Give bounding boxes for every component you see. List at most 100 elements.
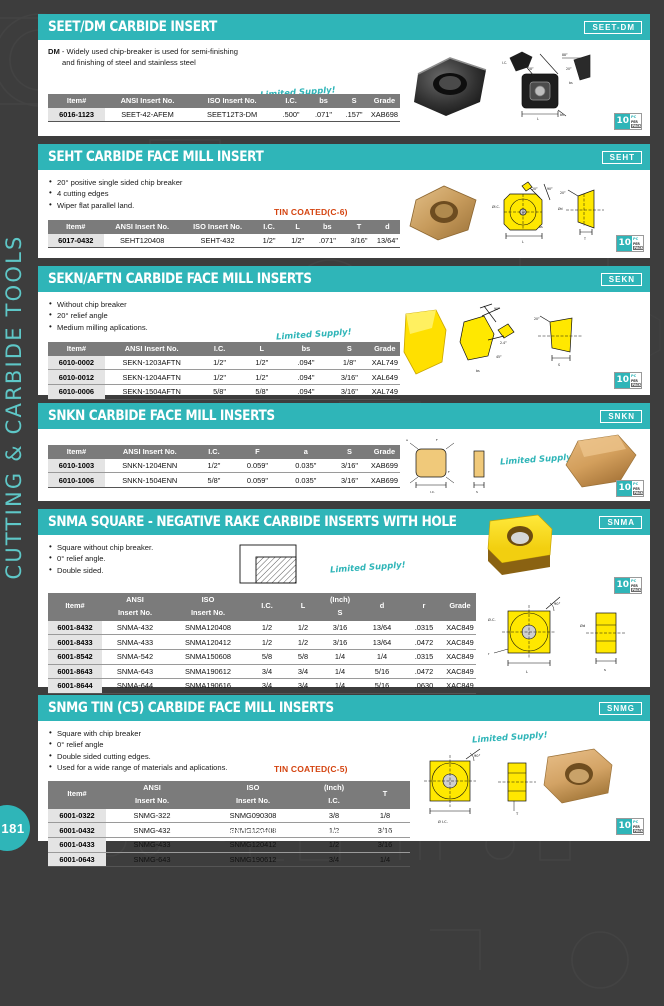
cell-ansi: SEKN-1203AFTN — [104, 355, 199, 371]
list-item: Medium milling aplications. — [48, 321, 400, 333]
list-item: Square with chip breaker — [48, 727, 410, 739]
package-per-label: PER — [633, 241, 640, 246]
section-seht: SEHT CARBIDE FACE MILL INSERT SEHT 20° p… — [38, 144, 650, 258]
svg-text:T: T — [515, 812, 519, 816]
svg-text:I.C.: I.C. — [430, 490, 435, 494]
package-word-label: PACKAGE — [633, 490, 643, 495]
table-row: 6017-0432 SEHT120408 SEHT-432 1/2" 1/2" … — [48, 233, 400, 249]
figure-area: Limited Supply! — [410, 721, 650, 841]
svg-text:s: s — [604, 668, 606, 672]
cell-grade: XAB698 — [368, 107, 400, 123]
technical-drawing-snkn-top: a F F I.C. — [406, 438, 455, 494]
spec-table-snma: Item# ANSI ISO I.C. L (Inch) d r Grade — [48, 593, 476, 694]
package-word-label: PACKAGE — [631, 123, 641, 128]
col-ansi-top: ANSI — [106, 781, 198, 795]
figure-area: Ø.C. 90° r L — [476, 514, 650, 687]
section-header: SNMG TIN (C5) CARBIDE FACE MILL INSERTS … — [38, 695, 650, 721]
section-title: SNKN CARBIDE FACE MILL INSERTS — [48, 408, 275, 424]
cell-grade: XAB699 — [368, 472, 400, 489]
package-pc-label: PC — [633, 820, 639, 825]
cell-d: 13/64 — [360, 620, 404, 636]
table-row: 6001-0322 SNMG-322 SNMG090308 3/8 1/8 — [48, 808, 410, 824]
svg-text:a: a — [406, 438, 408, 442]
cell-grade: XAC849 — [444, 678, 476, 694]
technical-drawing-snma-top: Ø.C. 90° r L — [488, 596, 561, 674]
cell-s: .157" — [339, 107, 369, 123]
cell-item: 6001-8643 — [48, 664, 102, 680]
cell-grade: XAC849 — [444, 664, 476, 680]
cell-item: 6017-0432 — [48, 233, 104, 249]
table-row: 6001-8643 SNMA-643 SNMA190612 3/4 3/4 1/… — [48, 664, 476, 680]
cell-t: 3/16" — [343, 233, 375, 249]
figure-area: ØI.C. 20° 90° bs L — [400, 170, 650, 258]
tin-coated-note: TIN COATED(C-6) — [274, 207, 348, 217]
section-title: SNMG TIN (C5) CARBIDE FACE MILL INSERTS — [48, 700, 334, 716]
section-header: SEKN/AFTN CARBIDE FACE MILL INSERTS SEKN — [38, 266, 650, 292]
table-row: 6010-0012 SEKN-1204AFTN 1/2" 1/2" .094" … — [48, 369, 400, 386]
col-ansi: ANSI Insert No. — [104, 445, 195, 459]
svg-text:20°: 20° — [566, 67, 572, 71]
spec-table-sekn: Item# ANSI Insert No. I.C. L bs S Grade … — [48, 342, 400, 400]
package-qty: 10 — [617, 481, 633, 496]
cell-l: 3/4 — [286, 678, 320, 694]
section-header: SNKN CARBIDE FACE MILL INSERTS SNKN — [38, 403, 650, 429]
cell-iso: SNMG190612 — [198, 852, 308, 868]
footer-note: Carbide grades and insert classification… — [195, 827, 450, 836]
package-badge: 10 PC PER PACKAGE — [616, 235, 644, 252]
col-iso: ISO Insert No. — [189, 94, 275, 108]
list-item: Double sided cutting edges. — [48, 750, 410, 762]
col-item: Item# — [48, 94, 106, 108]
technical-drawing-snmg-side: T — [498, 762, 536, 816]
cell-grade: XAB699 — [368, 458, 400, 474]
cell-item: 6001-0643 — [48, 852, 106, 868]
cell-item: 6001-0432 — [48, 822, 106, 838]
cell-s: 1/8" — [329, 355, 370, 371]
page-number-badge: 181 — [0, 805, 30, 851]
package-qty: 10 — [617, 236, 633, 251]
svg-text:bs: bs — [569, 81, 573, 85]
technical-drawing-seet-dm: I.C. L 28° 88° 20° bs L bs — [502, 51, 591, 121]
cell-s: 3/16" — [330, 472, 369, 489]
section-header: SEET/DM CARBIDE INSERT SEET-DM — [38, 14, 650, 40]
table-header-row: Insert No. Insert No. S — [48, 606, 476, 621]
cell-s: 1/4 — [320, 664, 360, 680]
cell-iso: SNMG090308 — [198, 808, 308, 824]
cell-ic: 3/4 — [308, 852, 360, 868]
svg-text:28°: 28° — [528, 67, 534, 71]
table-row: 6001-0433 SNMG-433 SNMG120412 1/2 3/16 — [48, 837, 410, 853]
technical-drawing-sekn-top: 90° 2.4° 45° bs — [459, 303, 515, 373]
svg-text:I.C.: I.C. — [502, 61, 507, 65]
svg-text:90°: 90° — [474, 754, 481, 758]
col-s: S — [330, 445, 369, 459]
sidebar-vertical-title: CUTTING & CARBIDE TOOLS — [2, 234, 26, 580]
col-d: d — [374, 220, 400, 234]
package-word-label: PACKAGE — [631, 382, 641, 387]
cell-ansi: SNMG-643 — [106, 852, 198, 868]
col-iso-bottom: Insert No. — [198, 794, 308, 809]
cell-t: 3/16 — [360, 837, 410, 853]
svg-text:T: T — [583, 237, 586, 241]
col-ansi-top: ANSI — [102, 593, 168, 607]
cell-item: 6001-8542 — [48, 649, 102, 665]
col-iso: ISO Insert No. — [180, 220, 255, 234]
col-s: S — [329, 342, 370, 356]
cell-ic: 1/2 — [308, 822, 360, 838]
cell-ic: 5/8 — [248, 649, 286, 665]
cell-ic: 3/4 — [248, 664, 286, 680]
col-ansi: ANSI Insert No. — [103, 220, 181, 234]
cell-grade: XAL749 — [369, 355, 400, 371]
cell-iso: SNMA190612 — [168, 664, 248, 680]
cell-r: .0315 — [404, 649, 444, 665]
description-lead: DM — [48, 47, 60, 56]
table-header-row: Item# ANSI Insert No. ISO Insert No. I.C… — [48, 94, 400, 108]
list-item: 20° positive single sided chip breaker — [48, 176, 400, 188]
col-iso-bottom: Insert No. — [168, 606, 248, 621]
svg-text:Ød: Ød — [580, 623, 585, 628]
package-badge: 10 PC PER PACKAGE — [616, 480, 644, 497]
col-bs: bs — [307, 94, 340, 108]
cell-iso: SEET12T3-DM — [189, 107, 275, 123]
section-snma: SNMA SQUARE - NEGATIVE RAKE CARBIDE INSE… — [38, 509, 650, 694]
cell-bs: .094" — [282, 384, 330, 400]
cell-iso: SNMG120408 — [198, 822, 308, 838]
cell-ic: .500" — [274, 107, 308, 123]
